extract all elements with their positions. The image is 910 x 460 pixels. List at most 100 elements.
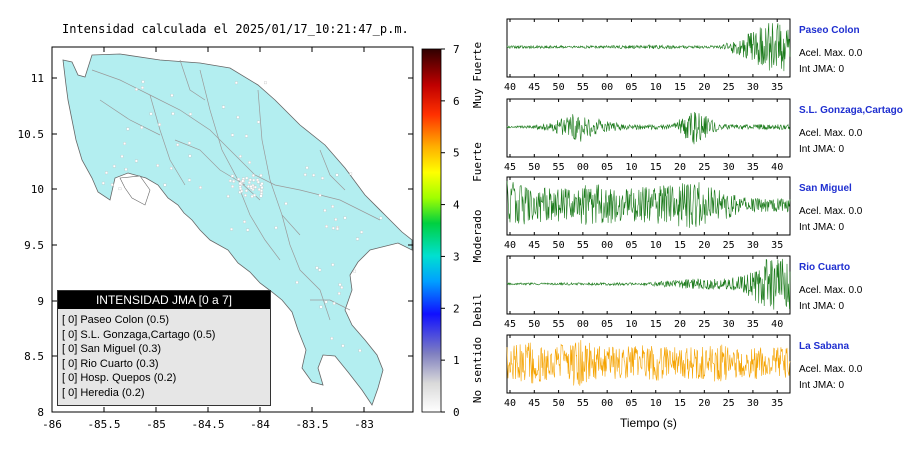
station-name: San Miguel <box>799 183 852 194</box>
city-dot <box>360 230 363 234</box>
city-dot <box>169 166 173 170</box>
city-dot <box>336 227 339 231</box>
time-tick-label: 40 <box>504 240 516 251</box>
legend-item: [ 0] Rio Cuarto (0.3) <box>62 357 159 370</box>
city-dot <box>331 205 335 208</box>
city-dot <box>284 202 288 205</box>
city-dot <box>105 171 108 175</box>
city-dot <box>318 193 322 197</box>
city-dot <box>248 178 252 182</box>
map-y-tick-label: 9 <box>37 295 44 308</box>
map-x-tick-label: -84 <box>250 418 270 431</box>
city-dot <box>340 286 344 289</box>
city-dot <box>323 209 327 212</box>
legend-item: [ 0] S.L. Gonzaga,Cartago (0.5) <box>62 328 216 341</box>
colorbar-gradient <box>421 48 442 413</box>
time-tick-label: 45 <box>528 398 540 409</box>
intensity-legend: INTENSIDAD JMA [0 a 7] [ 0] Paseo Colon … <box>57 290 271 406</box>
city-dot <box>188 178 191 182</box>
time-tick-label: 40 <box>504 82 516 93</box>
time-tick-label: 00 <box>577 162 589 173</box>
legend-list: [ 0] Paseo Colon (0.5) [ 0] S.L. Gonzaga,… <box>58 309 270 401</box>
station-int-jma: Int JMA: 0 <box>799 380 845 391</box>
waveform <box>506 111 791 145</box>
city-dot <box>176 143 180 147</box>
map-x-tick-label: -83 <box>354 418 374 431</box>
city-dot <box>331 226 335 230</box>
city-dot <box>247 181 251 184</box>
nicoya-gulf <box>119 175 151 206</box>
time-tick-label: 25 <box>723 82 735 93</box>
colorbar-category-label: No sentido <box>471 337 484 403</box>
city-dot <box>334 218 338 221</box>
city-dot <box>338 283 342 287</box>
station-name: Paseo Colon <box>799 25 860 36</box>
city-dot <box>112 164 116 168</box>
colorbar-category-label: Fuerte <box>471 142 484 182</box>
city-dot <box>259 174 263 177</box>
time-tick-label: 30 <box>747 398 759 409</box>
city-dot <box>252 178 256 182</box>
city-dot <box>243 220 246 224</box>
time-tick-label: 50 <box>553 398 565 409</box>
city-dot <box>321 176 324 180</box>
time-tick-label: 25 <box>723 398 735 409</box>
city-dot <box>188 141 191 145</box>
station-acel-max: Acel. Max. 0.0 <box>799 48 863 59</box>
map-y-tick-label: 8 <box>37 406 44 419</box>
time-tick-label: 00 <box>601 82 613 93</box>
time-tick-label: 10 <box>650 240 662 251</box>
city-dot <box>335 173 339 177</box>
city-dot <box>158 123 161 126</box>
city-dot <box>234 81 238 85</box>
map-y-tick-label: 9.5 <box>24 239 44 252</box>
city-dot <box>110 183 114 187</box>
time-tick-label: 55 <box>553 319 565 330</box>
time-tick-label: 45 <box>504 162 516 173</box>
city-dot <box>222 105 225 109</box>
city-dot <box>126 127 130 131</box>
time-tick-label: 40 <box>504 398 516 409</box>
provincial-borders <box>91 59 381 321</box>
city-dot <box>343 216 347 220</box>
legend-title: INTENSIDAD JMA [0 a 7] <box>58 291 270 309</box>
time-tick-label: 50 <box>528 319 540 330</box>
colorbar-tick-label: 3 <box>453 250 460 263</box>
colorbar-tick-label: 1 <box>453 354 460 367</box>
time-tick-label: 55 <box>577 398 589 409</box>
station-int-jma: Int JMA: 0 <box>799 222 845 233</box>
city-dot <box>274 226 278 230</box>
city-dot <box>101 181 105 185</box>
city-dot <box>149 112 153 116</box>
city-dot <box>305 166 309 170</box>
city-dot <box>250 195 254 198</box>
station-name: La Sabana <box>799 341 850 352</box>
colorbar-category-label: Muy Fuerte <box>471 42 484 108</box>
city-dot <box>231 174 234 178</box>
time-tick-label: 15 <box>674 398 686 409</box>
station-acel-max: Acel. Max. 0.0 <box>799 285 863 296</box>
time-tick-label: 15 <box>650 319 662 330</box>
city-dot <box>249 185 253 188</box>
colorbar: 0 1 2 3 4 5 6 7 No sentido Debil Moderado Fuerte Mu… <box>421 42 484 419</box>
city-dot <box>332 302 336 305</box>
time-tick-label: 05 <box>601 319 613 330</box>
time-tick-label: 50 <box>553 82 565 93</box>
time-tick-label: 55 <box>577 240 589 251</box>
time-tick-label: 55 <box>577 82 589 93</box>
city-dot <box>337 292 341 295</box>
map-y-tick-label: 8.5 <box>24 350 44 363</box>
waveform <box>506 340 791 386</box>
city-dot <box>245 134 248 138</box>
city-dot <box>188 154 192 158</box>
time-tick-label: 25 <box>723 240 735 251</box>
colorbar-category-label: Moderado <box>471 210 484 263</box>
time-tick-label: 40 <box>771 162 783 173</box>
time-tick-label: 10 <box>650 82 662 93</box>
station-name: S.L. Gonzaga,Cartago <box>799 105 903 116</box>
city-dot <box>246 228 250 232</box>
colorbar-tick-label: 7 <box>453 43 460 56</box>
time-tick-label: 05 <box>601 162 613 173</box>
city-dot <box>156 164 160 167</box>
city-dot <box>238 182 242 185</box>
